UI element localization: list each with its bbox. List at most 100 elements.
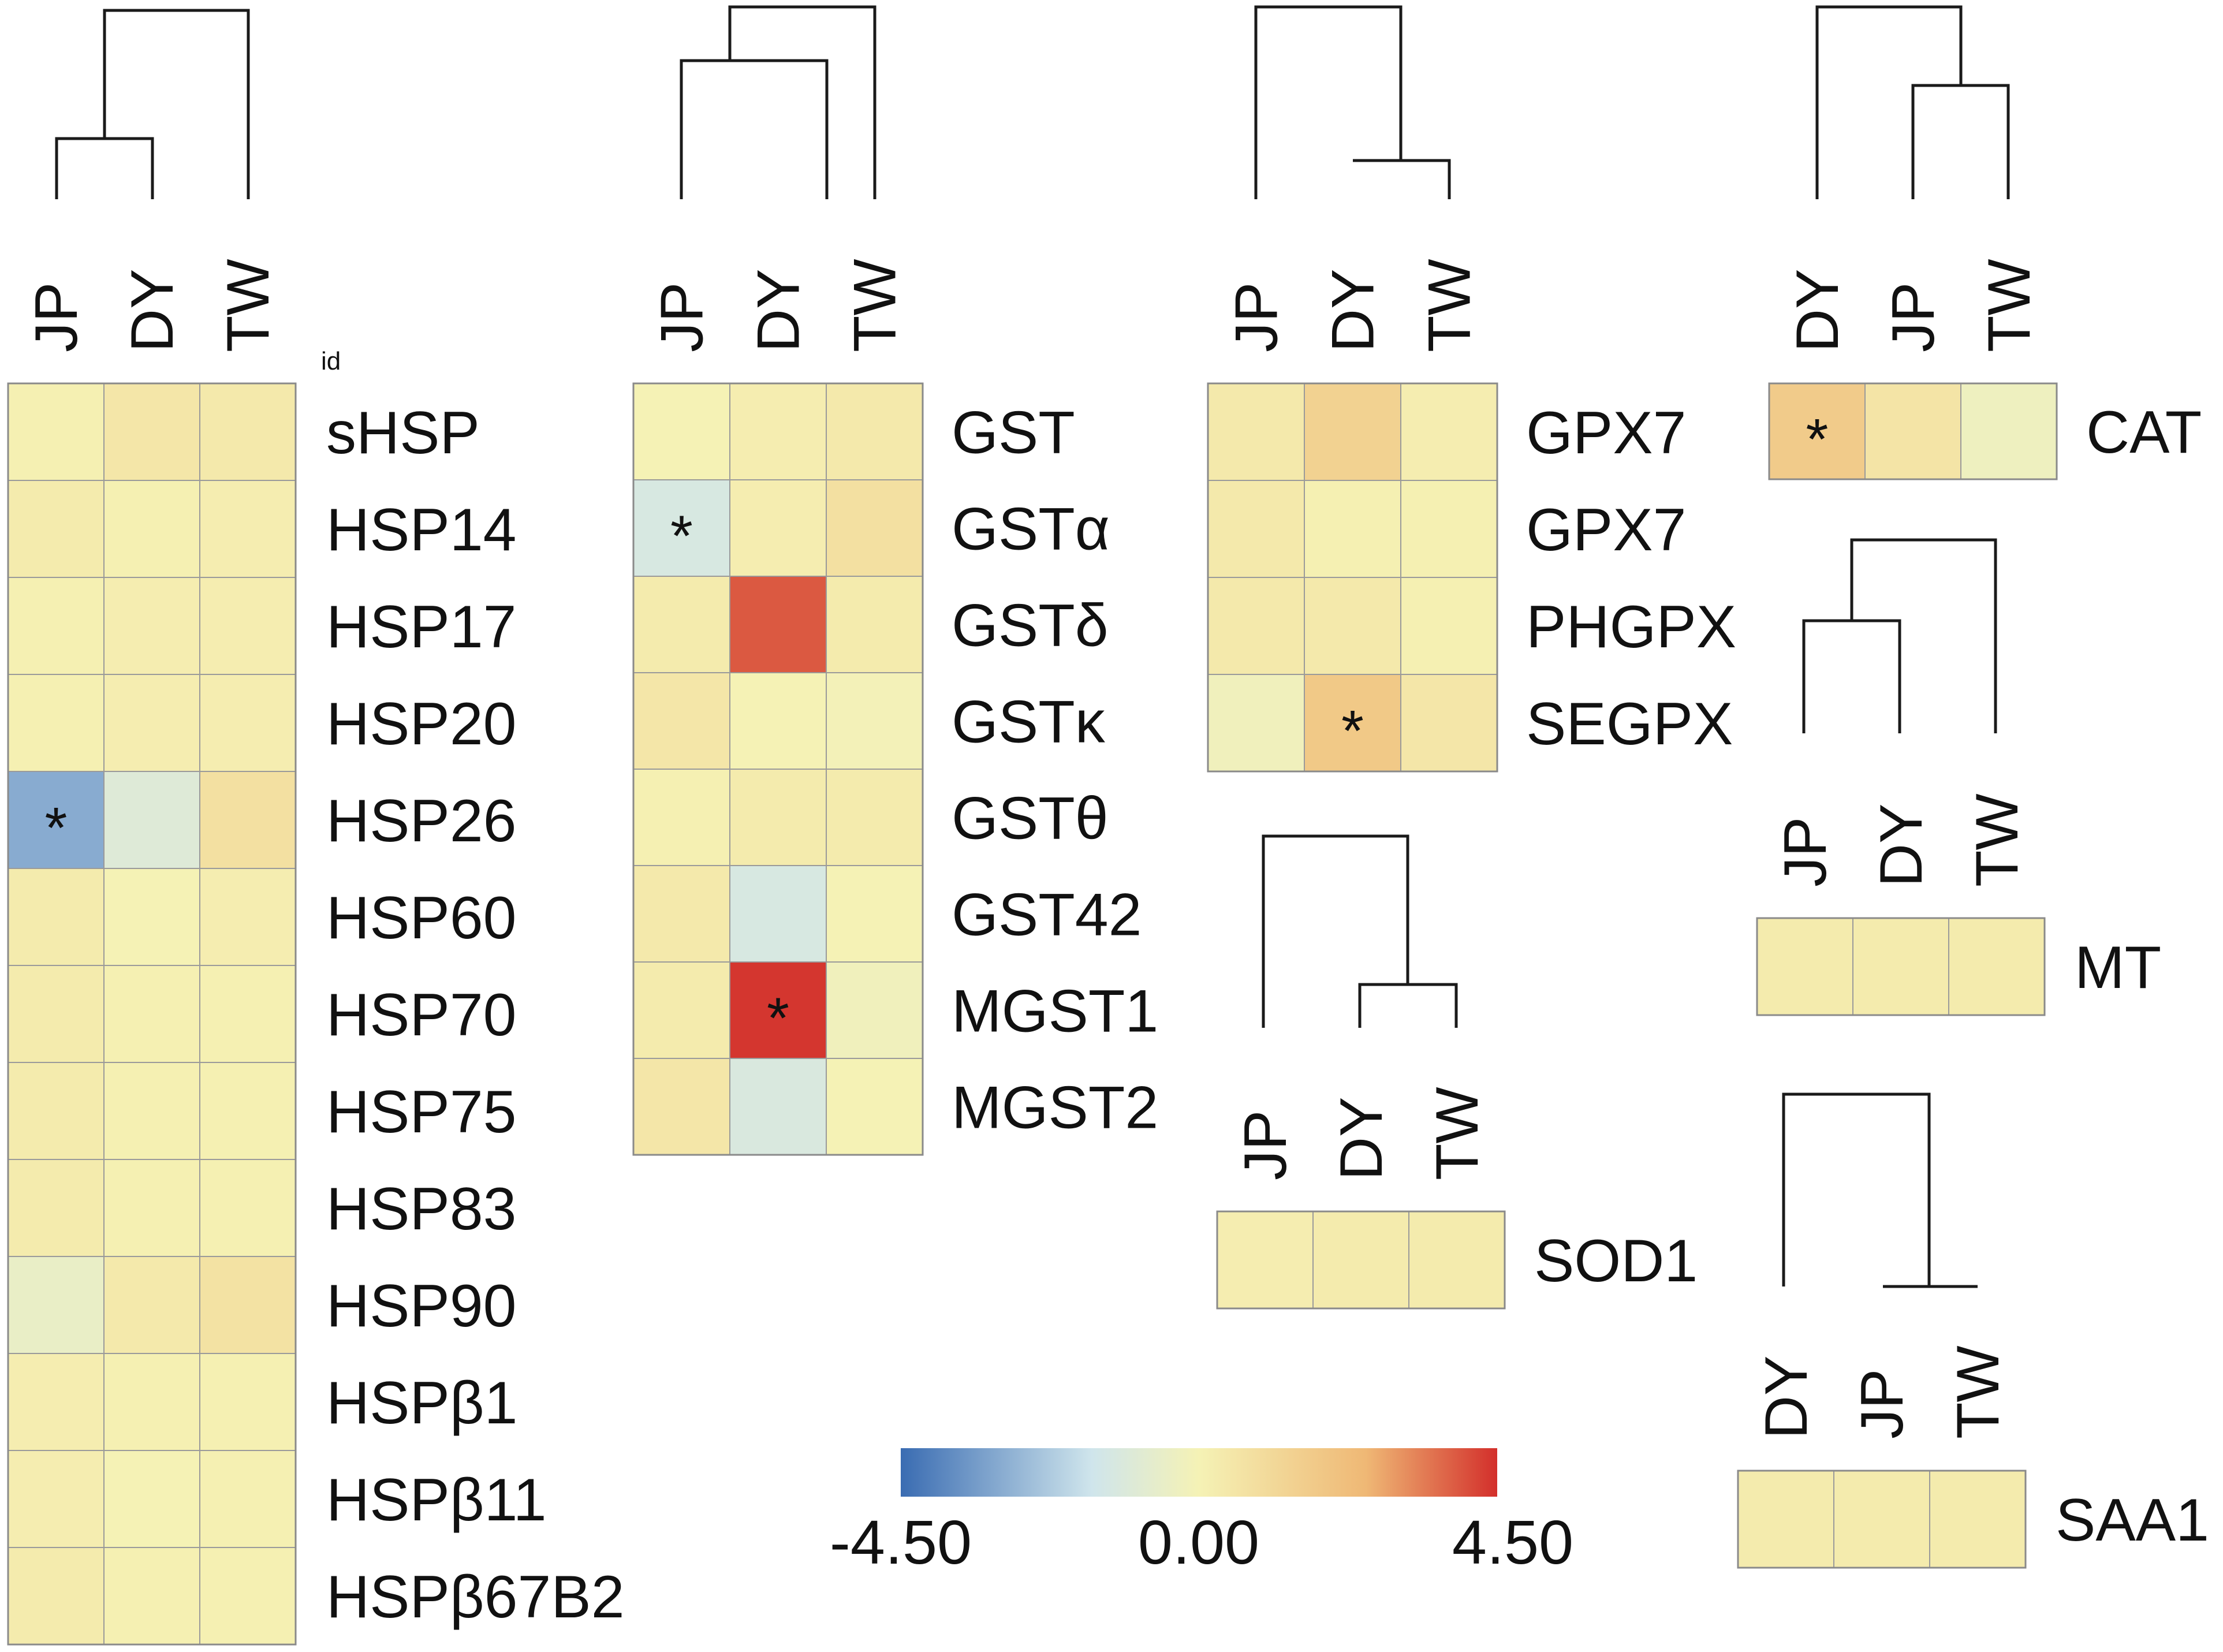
heatmap-cell [1852, 918, 1949, 1016]
heatmap-cell [1400, 674, 1498, 772]
column-label: DY [745, 269, 812, 352]
colorbar-max-label: 4.50 [1452, 1507, 1573, 1577]
row-label: GPX7 [1526, 497, 1686, 564]
row-label: CAT [2086, 399, 2202, 466]
dendrogram-saa1 [1782, 1092, 1978, 1288]
heatmap-cell [199, 1062, 296, 1160]
row-label: HSP90 [326, 1273, 517, 1340]
heatmap-cell [826, 576, 923, 673]
significance-asterisk: * [767, 986, 789, 1051]
heatmap-cell [8, 965, 105, 1063]
dendrogram-sod1 [1262, 834, 1458, 1028]
heatmap-cell [1304, 480, 1401, 578]
heatmap-panel-hsp: * sHSP HSP14 HSP17 HSP20 HSP26 HSP60 HSP70 HSP75… [7, 259, 625, 1646]
panel-border [1737, 1470, 2027, 1569]
row-label: sHSP [326, 400, 480, 467]
row-label: HSP17 [326, 594, 517, 661]
heatmap-cell [199, 1353, 296, 1451]
heatmap-cell [826, 865, 923, 963]
panel-border [632, 382, 924, 1156]
column-label: JP [1224, 282, 1290, 352]
column-label: DY [119, 269, 186, 352]
colorbar-mid-label: 0.00 [1138, 1507, 1259, 1577]
heatmap-cell [633, 576, 730, 673]
heatmap-cell [826, 479, 923, 577]
column-label: TW [1424, 1087, 1491, 1180]
column-label: JP [23, 282, 90, 352]
row-label: HSPβ1 [326, 1370, 518, 1437]
heatmap-cell [729, 865, 827, 963]
heatmap-cell [826, 769, 923, 866]
heatmap-cell [103, 868, 200, 966]
heatmap-cell [199, 771, 296, 869]
heatmap-cell [199, 1159, 296, 1257]
significance-asterisk: * [45, 796, 68, 860]
row-label: MGST2 [952, 1075, 1158, 1142]
row-label: HSP20 [326, 691, 517, 758]
heatmap-cell [729, 769, 827, 866]
heatmap-panel-sod1: SOD1 JP DY TW [1216, 1087, 1698, 1310]
heatmap-cell [1312, 1211, 1409, 1309]
column-label: TW [1945, 1345, 2012, 1439]
heatmap-cell [103, 1547, 200, 1645]
heatmap-cell [633, 1058, 730, 1155]
heatmap-cell [1929, 1470, 2026, 1568]
heatmap-cell [1304, 577, 1401, 675]
heatmap-cell [1960, 383, 2057, 480]
heatmap-cell [199, 965, 296, 1063]
heatmap-cell [103, 383, 200, 481]
column-label: JP [649, 282, 716, 352]
heatmap-cell [8, 1353, 105, 1451]
heatmap-cell [8, 577, 105, 675]
heatmap-cell [103, 1256, 200, 1354]
column-label: JP [1232, 1110, 1299, 1180]
dendrogram-gpx [1254, 5, 1451, 199]
heatmap-cell [1400, 577, 1498, 675]
column-label: DY [1868, 804, 1935, 887]
row-label: GPX7 [1526, 400, 1686, 467]
heatmap-cell [103, 965, 200, 1063]
heatmap-cell [8, 1450, 105, 1548]
heatmap-panel-saa1: SAA1 DY JP TW [1737, 1345, 2209, 1569]
heatmap-cell [1737, 1470, 1834, 1568]
panel-border [1768, 382, 2058, 480]
heatmap-cell [633, 383, 730, 480]
significance-asterisk: * [1806, 407, 1829, 472]
significance-asterisk: * [1341, 699, 1364, 763]
heatmap-panel-gpx: * GPX7 GPX7 PHGPX SEGPX JP DY TW [1207, 259, 1736, 773]
heatmap-cell [1948, 918, 2045, 1016]
column-label: JP [1772, 817, 1839, 887]
panel-border [7, 382, 297, 1646]
row-label: GSTθ [952, 785, 1109, 852]
row-label: MT [2075, 934, 2161, 1001]
row-label: HSP75 [326, 1079, 517, 1146]
heatmap-panel-mt: MT JP DY TW [1756, 793, 2161, 1016]
row-label: HSP26 [326, 788, 517, 855]
colorbar-min-label: -4.50 [830, 1507, 972, 1577]
column-label: TW [215, 259, 282, 352]
dendrogram-mt [1802, 538, 1997, 733]
heatmap-cell [103, 674, 200, 772]
heatmap-cell [8, 480, 105, 578]
heatmap-cell [8, 674, 105, 772]
heatmap-cell [1304, 383, 1401, 481]
heatmap-cell [1207, 383, 1305, 481]
panel-border [1207, 382, 1498, 773]
row-label: HSP83 [326, 1176, 517, 1243]
heatmap-cell [8, 1547, 105, 1645]
heatmap-cell [729, 576, 827, 673]
heatmap-cell [8, 383, 105, 481]
heatmap-cell [103, 577, 200, 675]
row-label: GSTκ [952, 689, 1106, 756]
id-label: id [321, 347, 341, 375]
heatmap-cell [103, 771, 200, 869]
heatmap-cell [199, 383, 296, 481]
heatmap-cell [729, 672, 827, 770]
heatmap-cell [1756, 918, 1853, 1016]
heatmap-cell [8, 771, 105, 869]
heatmap-cell [633, 672, 730, 770]
heatmap-cell [199, 480, 296, 578]
heatmap-cell [1864, 383, 1961, 480]
heatmap-cell [729, 1058, 827, 1155]
